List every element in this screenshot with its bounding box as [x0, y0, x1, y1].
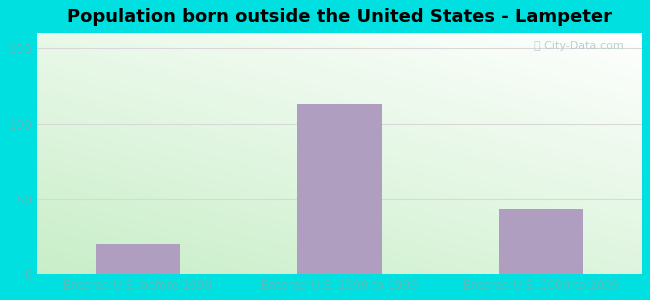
Bar	[499, 209, 583, 274]
Title: Population born outside the United States - Lampeter: Population born outside the United State…	[67, 8, 612, 26]
Bar	[297, 104, 382, 274]
Bar	[96, 244, 180, 274]
Text: Ⓢ City-Data.com: Ⓢ City-Data.com	[534, 41, 623, 51]
